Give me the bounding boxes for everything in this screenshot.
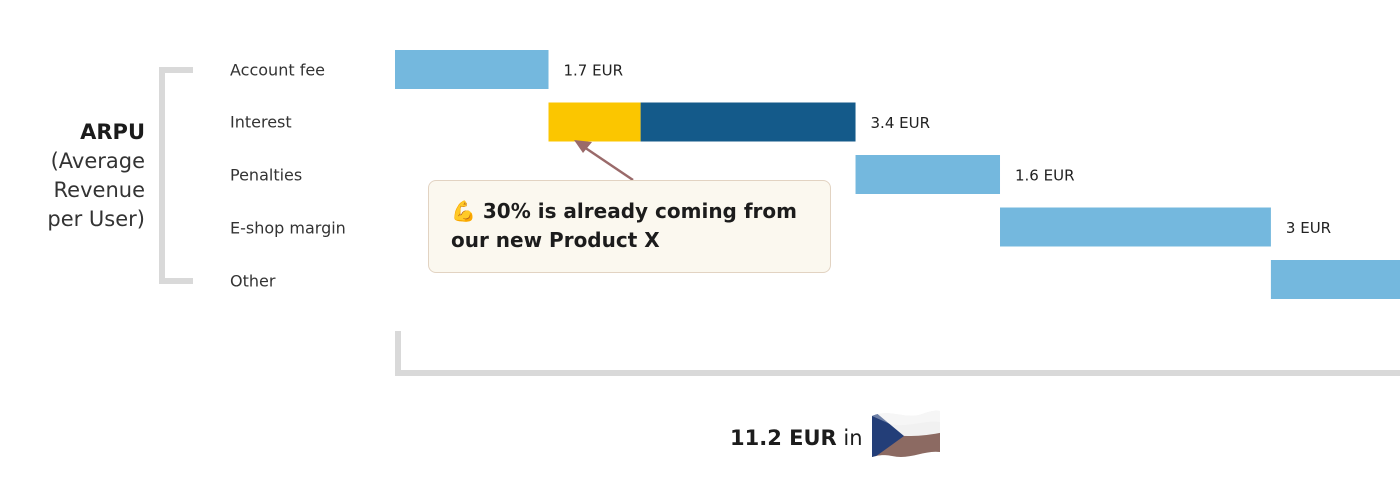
total-arpu: 11.2 EUR in (730, 426, 863, 450)
bar-2 (855, 155, 1001, 194)
bar-3 (1000, 207, 1271, 247)
bar-4 (1270, 260, 1400, 299)
data-label-1: 3.4 EUR (871, 114, 931, 132)
category-label-e-shop-margin: E-shop margin (230, 218, 346, 238)
total-bracket (395, 331, 1400, 376)
category-label-interest: Interest (230, 112, 292, 132)
callout-arrow-line (583, 145, 634, 182)
product-x-callout: 💪 30% is already coming from our new Pro… (428, 180, 831, 273)
category-label-penalties: Penalties (230, 165, 303, 185)
total-suffix: in (843, 426, 863, 450)
bar-0 (395, 50, 549, 89)
bar-interest-product-x (548, 102, 641, 142)
callout-arrow-head (574, 140, 592, 153)
flexed-biceps-icon: 💪 (451, 199, 476, 223)
data-label-2: 1.6 EUR (1015, 167, 1075, 185)
bar-interest-other (640, 102, 856, 142)
category-label-account-fee: Account fee (230, 60, 326, 80)
category-bracket (159, 67, 193, 284)
callout-text: 30% is already coming from our new Produ… (451, 199, 797, 252)
data-label-0: 1.7 EUR (564, 62, 624, 80)
czech-flag-icon (872, 410, 940, 457)
total-amount: 11.2 EUR (730, 426, 837, 450)
data-label-3: 3 EUR (1286, 219, 1331, 237)
category-label-other: Other (230, 271, 276, 291)
y-axis-label-description: (Average Revenue per User) (47, 149, 145, 231)
y-axis-label-bold: ARPU (80, 120, 145, 144)
y-axis-label: ARPU (Average Revenue per User) (20, 118, 145, 234)
